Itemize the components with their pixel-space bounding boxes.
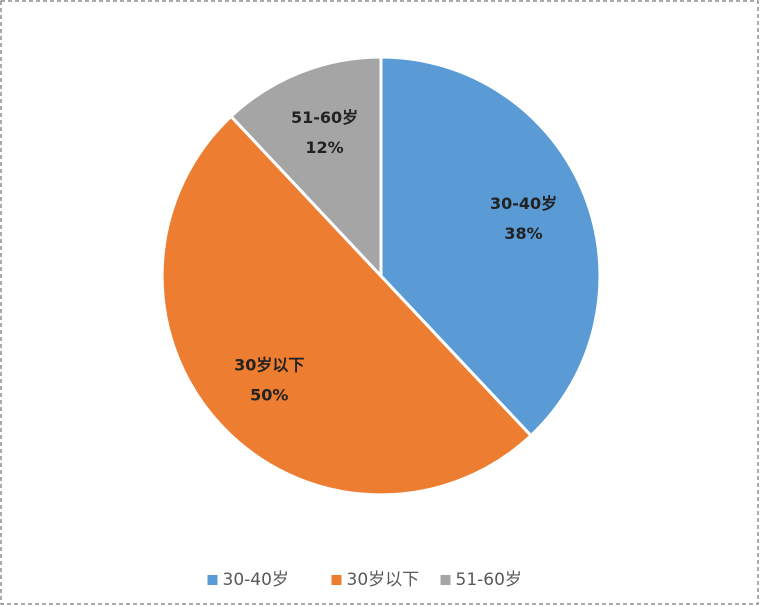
legend-swatch xyxy=(440,575,451,585)
pie-slice xyxy=(379,55,602,438)
legend-label: 51-60岁 xyxy=(456,570,522,590)
data-label-name: 51-60岁 xyxy=(291,108,358,127)
data-label-value: 38% xyxy=(504,224,542,243)
data-label-value: 12% xyxy=(305,138,343,157)
legend-label: 30岁以下 xyxy=(347,570,420,590)
pie-slice xyxy=(160,114,534,497)
legend-swatch xyxy=(331,575,342,585)
legend-swatch xyxy=(207,575,218,585)
pie-slice xyxy=(228,55,383,280)
data-label-name: 30岁以下 xyxy=(234,355,304,374)
legend-label: 30-40岁 xyxy=(223,570,289,590)
data-label-value: 50% xyxy=(250,385,288,404)
data-label-name: 30-40岁 xyxy=(490,194,557,213)
